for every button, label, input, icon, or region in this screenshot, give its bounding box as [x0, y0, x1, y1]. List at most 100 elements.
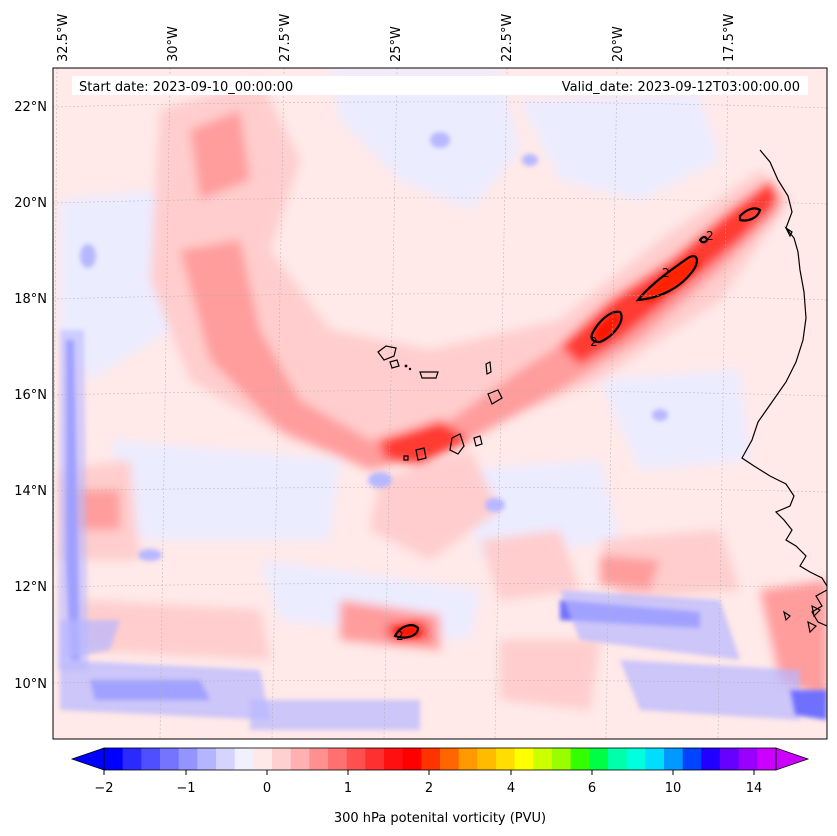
- colorbar-cell: [458, 748, 478, 770]
- colorbar-tick-label: 6: [588, 781, 596, 796]
- colorbar-cell: [346, 748, 366, 770]
- pv-negative-streak: [790, 690, 827, 720]
- colorbar-tick-label: 1: [344, 781, 352, 796]
- island: [377, 345, 397, 361]
- contour-label: 2: [706, 229, 714, 243]
- colorbar-cell: [757, 748, 777, 770]
- island: [485, 361, 492, 375]
- parallel-line: [53, 679, 827, 685]
- colorbar-cell: [608, 748, 628, 770]
- lat-label: 16°N: [14, 388, 47, 403]
- contour-label: 2: [590, 335, 598, 349]
- parallel-line: [53, 101, 827, 109]
- colorbar-cell: [477, 748, 497, 770]
- parallel-line: [53, 583, 827, 589]
- colorbar-cell: [141, 748, 161, 770]
- colorbar-cell: [626, 748, 646, 770]
- colorbar-cell: [365, 748, 385, 770]
- pv-negative-region: [600, 370, 750, 470]
- colorbar-tick-label: 0: [263, 781, 271, 796]
- contour-2pvu: [590, 310, 623, 344]
- longitude-labels: 32.5°W 30°W 27.5°W 25°W 22.5°W 20°W 17.5…: [56, 14, 737, 62]
- lat-label: 20°N: [14, 196, 47, 211]
- colorbar-cell: [552, 748, 572, 770]
- lat-label: 14°N: [14, 484, 47, 499]
- contour-label: 2: [662, 266, 670, 280]
- pv-negative-streak: [560, 590, 740, 660]
- pv-core-region: [595, 312, 622, 342]
- date-header-box: [72, 76, 808, 95]
- colorbar-cell: [309, 748, 329, 770]
- colorbar-ticks: [103, 770, 755, 775]
- lon-label: 17.5°W: [722, 14, 737, 62]
- colorbar-cell: [720, 748, 740, 770]
- colorbar-cell: [216, 748, 236, 770]
- pv-negative-blob: [430, 132, 450, 148]
- colorbar-tick-label: 10: [665, 781, 682, 796]
- colorbar-cell: [197, 748, 217, 770]
- pv-negative-streak: [60, 660, 270, 720]
- parallel-line: [53, 390, 827, 397]
- island: [487, 389, 503, 405]
- pv-positive-region: [190, 110, 250, 200]
- contour-label: 2: [396, 629, 404, 643]
- colorbar-cell: [253, 748, 273, 770]
- valid-date-text: Valid_date: 2023-09-12T03:00:00.00: [562, 80, 800, 95]
- colorbar-cell: [421, 748, 441, 770]
- colorbar-tick-labels: −2 −1 0 1 2 4 6 10 14: [94, 781, 762, 796]
- pv-positive-region: [480, 530, 580, 600]
- contour-2pvu: [698, 235, 709, 244]
- parallel-line: [53, 293, 827, 301]
- pv-negative-region: [460, 460, 620, 560]
- colorbar-cell: [272, 748, 292, 770]
- island: [449, 433, 465, 455]
- contour-2pvu: [393, 624, 420, 639]
- lon-label: 20°W: [611, 26, 626, 62]
- colorbar-cell: [589, 748, 609, 770]
- lat-label: 18°N: [14, 292, 47, 307]
- pv-negative-region: [330, 70, 520, 210]
- colorbar-cell: [104, 748, 124, 770]
- colorbar-cell: [384, 748, 404, 770]
- lat-label: 22°N: [14, 100, 47, 115]
- colorbar-cell: [122, 748, 142, 770]
- pv-positive-region: [370, 450, 500, 560]
- lat-label: 10°N: [14, 677, 47, 692]
- colorbar-cell: [514, 748, 534, 770]
- colorbar-tick-label: −1: [176, 781, 195, 796]
- island: [403, 455, 409, 461]
- pv-positive-region: [500, 640, 600, 710]
- map-panel: 2 2 2 2: [53, 68, 827, 739]
- colorbar-tick-label: 14: [746, 781, 763, 796]
- pv-positive-region: [600, 555, 660, 590]
- island: [784, 226, 793, 238]
- island: [415, 447, 427, 461]
- coastlines: [377, 149, 827, 634]
- colorbar-cell: [664, 748, 684, 770]
- colorbar-cell: [496, 748, 516, 770]
- start-date-text: Start date: 2023-09-10_00:00:00: [79, 80, 293, 95]
- lon-label: 22.5°W: [500, 14, 515, 62]
- colorbar-cell: [290, 748, 310, 770]
- pv-positive-region: [150, 80, 790, 470]
- pv-negative-streak: [60, 620, 120, 660]
- colorbar: −2 −1 0 1 2 4 6 10 14 300 hPa potenital …: [70, 747, 810, 826]
- colorbar-cell: [178, 748, 198, 770]
- colorbar-cell: [645, 748, 665, 770]
- colorbar-cells: [104, 748, 777, 770]
- island-dot: [404, 364, 408, 368]
- colorbar-cell: [160, 748, 180, 770]
- colorbar-cell: [570, 748, 590, 770]
- pv-core-region: [640, 255, 700, 302]
- pv-negative-blob: [80, 244, 96, 268]
- colorbar-cell: [682, 748, 702, 770]
- lat-label: 12°N: [14, 580, 47, 595]
- pv-positive-region: [80, 600, 270, 660]
- colorbar-tick-label: 2: [425, 781, 433, 796]
- pv-negative-streak: [58, 330, 88, 670]
- colorbar-cell: [234, 748, 254, 770]
- pv-positive-region: [760, 580, 827, 700]
- colorbar-tick-label: 4: [507, 781, 515, 796]
- pv-negative-region: [520, 95, 720, 200]
